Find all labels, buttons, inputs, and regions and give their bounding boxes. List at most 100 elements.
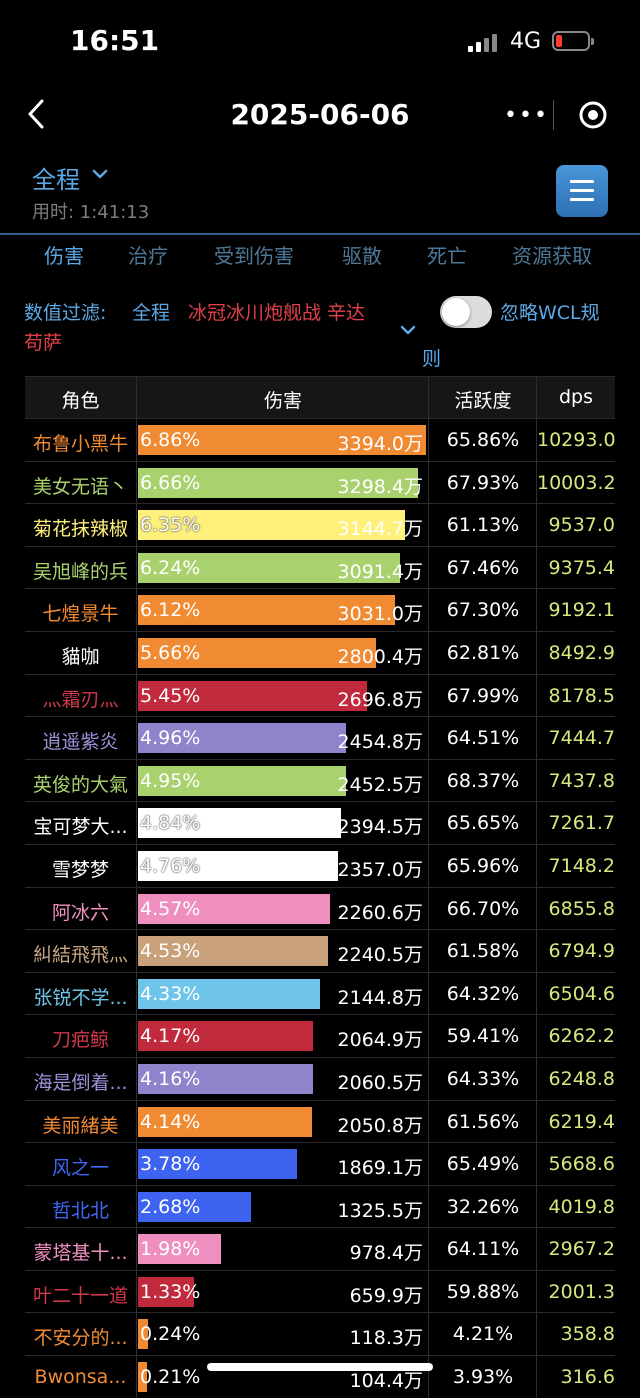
table-row[interactable]: 刀疤鲸 4.17% 2064.9万 59.41% 6262.2 [25, 1014, 615, 1057]
elapsed-time: 用时: 1:41:13 [32, 202, 150, 223]
damage-bar [138, 1362, 147, 1393]
mini-program-capsule: ••• [490, 90, 620, 140]
table-row[interactable]: 张锐不学... 4.33% 2144.8万 64.32% 6504.6 [25, 971, 615, 1015]
table-row[interactable]: 雪梦梦 4.76% 2357.0万 65.96% 7148.2 [25, 843, 615, 887]
col-header-role[interactable]: 角色 [61, 390, 100, 412]
player-name: 吴旭峰的兵 [32, 560, 128, 583]
damage-percent: 4.14% [140, 1110, 201, 1133]
table-row[interactable]: 风之一 3.78% 1869.1万 65.49% 5668.6 [25, 1142, 615, 1185]
tab-damage-taken[interactable]: 受到伤害 [214, 244, 294, 268]
more-dots-icon[interactable]: ••• [504, 103, 549, 128]
damage-total: 2454.8万 [337, 731, 423, 754]
table-header: 角色 伤害 活跃度 dps [25, 376, 615, 418]
player-name: 美女无语丶 [32, 475, 128, 498]
damage-bar [138, 637, 376, 668]
damage-bar [138, 595, 395, 626]
range-selector[interactable]: 全程 [32, 166, 80, 194]
table-row[interactable]: 布鲁小黑牛 6.86% 3394.0万 65.86% 10293.0 [25, 418, 616, 461]
damage-bar [138, 850, 338, 881]
activity-value: 61.56% [446, 1110, 520, 1133]
dps-value: 5668.6 [548, 1153, 615, 1176]
col-header-dps[interactable]: dps [558, 386, 594, 408]
damage-total: 659.9万 [349, 1284, 423, 1307]
chevron-down-icon[interactable] [92, 168, 108, 180]
damage-total: 2060.5万 [337, 1071, 423, 1094]
dps-value: 4019.8 [548, 1195, 615, 1218]
damage-bar [138, 1021, 313, 1052]
table-row[interactable]: 七煌景牛 6.12% 3031.0万 67.30% 9192.1 [25, 588, 615, 631]
damage-bar [138, 1276, 194, 1307]
tab-dispels[interactable]: 驱散 [342, 244, 382, 268]
tab-healing[interactable]: 治疗 [128, 244, 168, 268]
back-icon[interactable] [26, 98, 48, 130]
player-name: 蒙塔基十... [33, 1242, 128, 1265]
table-row[interactable]: 美丽緒美 4.14% 2050.8万 61.56% 6219.4 [25, 1099, 615, 1143]
player-name: 不安分的... [33, 1327, 128, 1350]
table-row[interactable]: 糾結飛飛灬 4.53% 2240.5万 61.58% 6794.9 [25, 929, 615, 972]
table-row[interactable]: Bwonsa... 0.21% 104.4万 3.93% 316.6 [25, 1355, 615, 1398]
dps-value: 7437.8 [548, 769, 615, 792]
filter-target[interactable]: 冰冠冰川炮舰战 辛达 [188, 302, 366, 324]
filter-target-continued[interactable]: 苟萨 [24, 332, 63, 354]
damage-bar [138, 765, 346, 796]
table-row[interactable]: 海是倒着... 4.16% 2060.5万 64.33% 6248.8 [25, 1056, 615, 1100]
damage-total: 118.3万 [349, 1327, 423, 1350]
table-row[interactable]: 宝可梦大... 4.84% 2394.5万 65.65% 7261.7 [25, 801, 615, 844]
damage-bar [138, 723, 346, 754]
damage-total: 3091.4万 [337, 560, 423, 583]
tab-bar: 伤害 治疗 受到伤害 驱散 死亡 资源获取 [0, 240, 640, 276]
table-row[interactable]: 逍遥紫炎 4.96% 2454.8万 64.51% 7444.7 [25, 716, 615, 759]
signal-icon [468, 34, 500, 52]
damage-bar [138, 680, 367, 711]
table-row[interactable]: 哲北北 2.68% 1325.5万 32.26% 4019.8 [25, 1184, 615, 1228]
tab-damage[interactable]: 伤害 [44, 244, 84, 268]
damage-percent: 5.66% [140, 641, 201, 664]
table-row[interactable]: 蒙塔基十... 1.98% 978.4万 64.11% 2967.2 [25, 1227, 615, 1270]
dps-value: 316.6 [560, 1366, 615, 1389]
battery-icon [552, 31, 594, 51]
menu-button[interactable] [556, 165, 608, 217]
damage-percent: 2.68% [140, 1195, 201, 1218]
chevron-down-icon[interactable] [400, 324, 416, 336]
player-name: 哲北北 [51, 1199, 109, 1222]
player-name: 刀疤鲸 [51, 1029, 109, 1052]
table-row[interactable]: 灬霜刃灬 5.45% 2696.8万 67.99% 8178.5 [25, 673, 615, 717]
table-row[interactable]: 叶二十一道 1.33% 659.9万 59.88% 2001.3 [25, 1269, 615, 1313]
col-header-damage[interactable]: 伤害 [263, 390, 302, 412]
dps-value: 6794.9 [548, 940, 615, 963]
table-row[interactable]: 吴旭峰的兵 6.24% 3091.4万 67.46% 9375.4 [25, 545, 615, 589]
activity-value: 68.37% [446, 769, 520, 792]
damage-percent: 0.21% [140, 1366, 201, 1389]
table-row[interactable]: 貓咖 5.66% 2800.4万 62.81% 8492.9 [25, 630, 615, 674]
activity-value: 64.11% [446, 1238, 520, 1261]
dps-value: 2001.3 [548, 1280, 615, 1303]
filter-scope[interactable]: 全程 [132, 302, 171, 324]
ignore-wcl-toggle[interactable] [440, 296, 492, 328]
table-row[interactable]: 菊花抹辣椒 6.35% 3144.7万 61.13% 9537.0 [25, 503, 615, 546]
activity-value: 62.81% [446, 641, 520, 664]
damage-percent: 4.53% [140, 940, 201, 963]
activity-value: 65.49% [446, 1153, 520, 1176]
close-target-icon[interactable] [578, 100, 608, 130]
toggle-label-continued: 则 [422, 348, 442, 370]
tab-deaths[interactable]: 死亡 [427, 244, 467, 268]
player-name: 张锐不学... [33, 986, 128, 1009]
damage-bar [138, 978, 320, 1009]
tab-resources[interactable]: 资源获取 [512, 244, 592, 268]
activity-value: 64.32% [446, 982, 520, 1005]
damage-bar [138, 1319, 148, 1350]
damage-bar [138, 552, 400, 583]
damage-total: 3031.0万 [337, 603, 423, 626]
damage-percent: 4.96% [140, 727, 201, 750]
damage-bar [138, 893, 330, 924]
value-filter[interactable]: 数值过滤: 全程 冰冠冰川炮舰战 辛达 苟萨 [24, 296, 424, 376]
dps-value: 2967.2 [548, 1238, 615, 1261]
col-header-activity[interactable]: 活跃度 [454, 390, 512, 412]
activity-value: 67.99% [446, 684, 520, 707]
table-row[interactable]: 不安分的... 0.24% 118.3万 4.21% 358.8 [25, 1312, 615, 1356]
damage-total: 2800.4万 [337, 645, 423, 668]
table-row[interactable]: 美女无语丶 6.66% 3298.4万 67.93% 10003.2 [25, 460, 616, 504]
dps-value: 8492.9 [548, 641, 615, 664]
table-row[interactable]: 阿冰六 4.57% 2260.6万 66.70% 6855.8 [25, 886, 615, 930]
table-row[interactable]: 英俊的大氣 4.95% 2452.5万 68.37% 7437.8 [25, 758, 615, 802]
